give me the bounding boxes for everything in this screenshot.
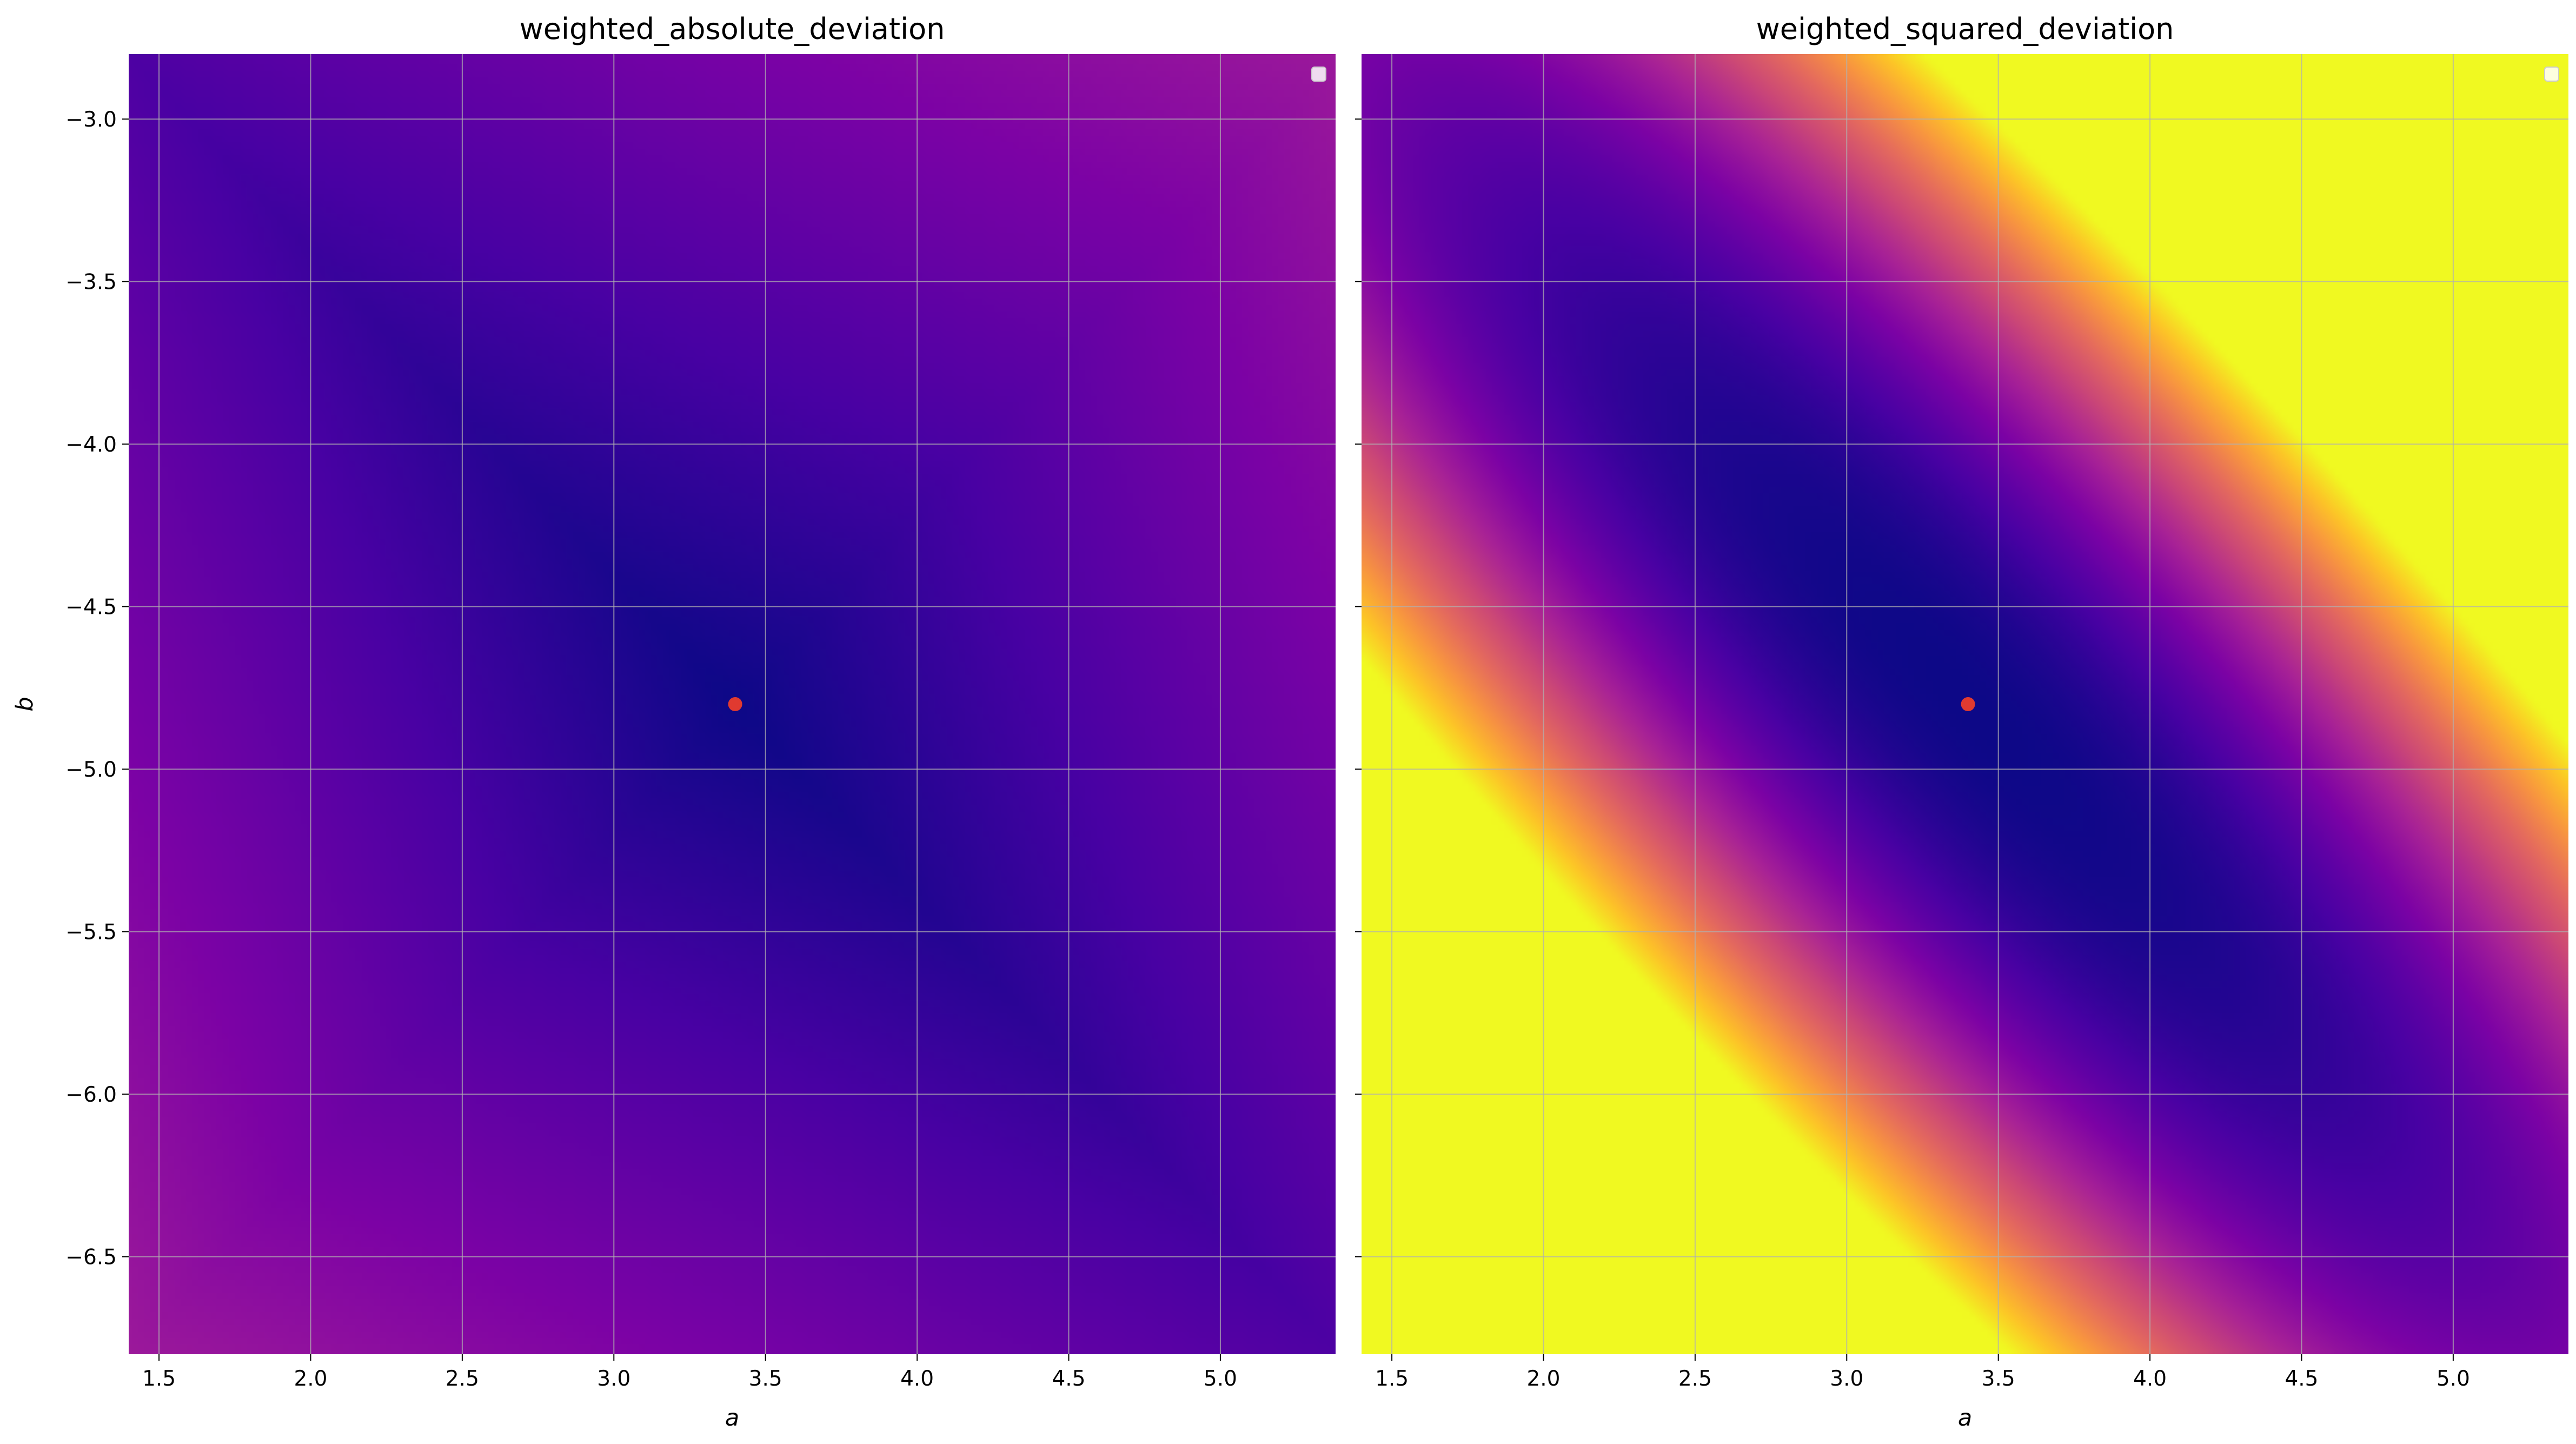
x-tick-label: 5.0 [1204,1367,1237,1391]
x-tick-label: 4.0 [900,1367,934,1391]
x-tick-label: 5.0 [2436,1367,2470,1391]
y-tick-label: −3.5 [65,270,117,295]
panel-2: 1.5 2.0 2.5 3.0 3.5 4.0 4.5 5.0 weighted_squared… [1355,12,2568,1432]
x-axis-label: a [725,1405,739,1432]
x-tick-label: 3.0 [1830,1367,1863,1391]
legend-box [1311,67,1326,82]
y-tick-label: −4.5 [65,595,117,620]
chart-title: weighted_squared_deviation [1756,12,2174,46]
y-tick-label: −5.0 [65,758,117,782]
optimum-point [728,697,742,711]
x-tick-label: 4.5 [2285,1367,2318,1391]
x-axis-label: a [1958,1405,1972,1432]
y-axis-label: b [11,697,38,711]
optimum-point [1961,697,1975,711]
x-tick-label: 3.0 [597,1367,630,1391]
y-tick-label: −4.0 [65,433,117,457]
x-tick-label: 1.5 [142,1367,176,1391]
x-tick-label: 3.5 [1982,1367,2015,1391]
x-tick-label: 2.0 [1526,1367,1560,1391]
y-tick-label: −6.0 [65,1083,117,1107]
x-tick-label: 1.5 [1375,1367,1409,1391]
x-tick-label: 4.5 [1052,1367,1085,1391]
legend-box [2544,67,2559,82]
y-tick-label: −6.5 [65,1246,117,1270]
x-tick-label: 2.0 [294,1367,327,1391]
panel-1: 1.5 2.0 2.5 3.0 3.5 4.0 4.5 5.0 −3.0 −3.5 −4.0 −4.5… [11,12,1336,1432]
x-tick-label: 2.5 [446,1367,479,1391]
chart-title: weighted_absolute_deviation [520,12,945,46]
x-tick-label: 3.5 [749,1367,782,1391]
x-tick-label: 4.0 [2133,1367,2167,1391]
y-tick-label: −5.5 [65,920,117,945]
x-tick-label: 2.5 [1678,1367,1712,1391]
y-tick-label: −3.0 [65,108,117,132]
